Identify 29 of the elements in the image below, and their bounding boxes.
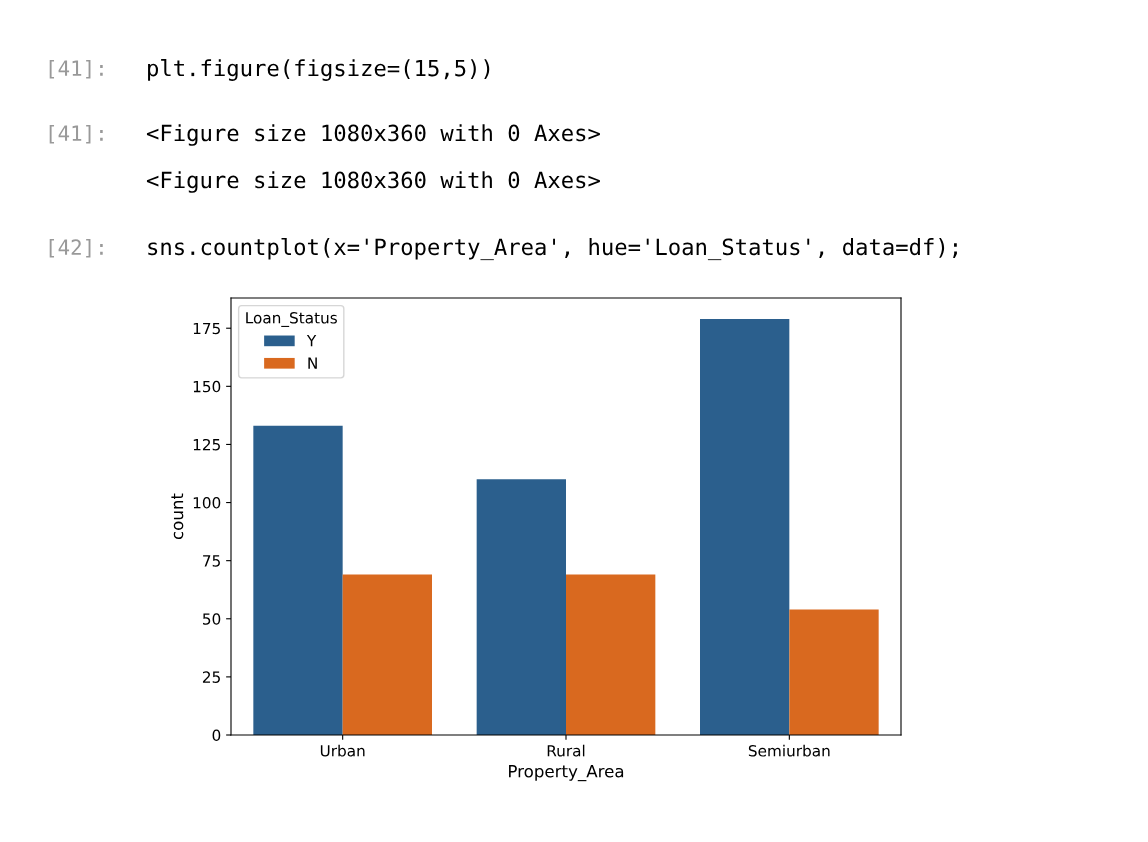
text: <Figure size 1080x360 with 0 Axes> [146, 124, 600, 146]
bar [342, 574, 432, 735]
legend-label: N [308, 357, 317, 369]
bar [700, 318, 790, 735]
text: <Figure size 1080x360 with 0 Axes> [146, 171, 600, 193]
text: plt.figure(figsize=(15,5)) [148, 59, 490, 81]
bar [566, 574, 656, 735]
x-axis-title: Property_Area [509, 765, 624, 782]
y-tick-label: 150 [193, 380, 221, 393]
y-tick-label: 50 [203, 613, 221, 625]
bar [789, 609, 879, 735]
y-tick-label: 175 [193, 322, 220, 335]
text: [41]: [49, 124, 103, 144]
y-tick-label: 75 [203, 555, 220, 567]
x-tick-label: Rural [547, 744, 585, 757]
text: [41]: [49, 59, 103, 79]
y-tick-label: 25 [202, 671, 220, 683]
x-tick-label: Urban [320, 744, 365, 757]
y-axis-title: count [171, 493, 184, 540]
bar [253, 425, 343, 735]
text: [42]: [49, 238, 103, 258]
legend-title: Loan_Status [246, 312, 337, 327]
legend-label: Y [306, 335, 317, 347]
y-tick-label: 0 [212, 729, 221, 742]
x-tick-label: Semiurban [748, 744, 830, 757]
y-tick-label: 100 [193, 497, 221, 509]
bar [476, 479, 566, 735]
text: sns.countplot(x='Property_Area', hue='Loan_Status', data=df); [148, 237, 957, 261]
y-tick-label: 125 [193, 438, 220, 451]
